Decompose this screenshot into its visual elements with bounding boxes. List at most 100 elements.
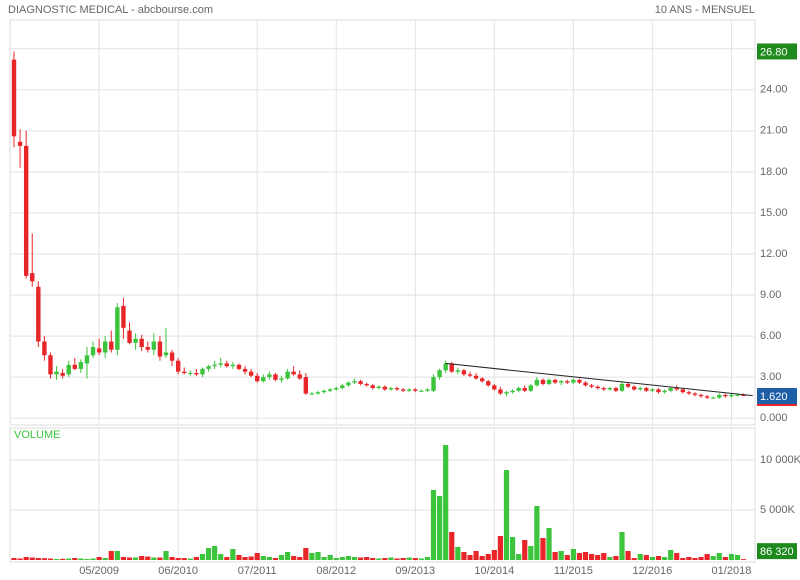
volume-bar [29, 557, 35, 560]
candle-body [644, 388, 649, 391]
volume-bar [382, 558, 388, 560]
volume-bar [260, 556, 266, 560]
volume-bar [224, 557, 230, 560]
candle-body [327, 389, 333, 391]
candle-body [261, 377, 266, 382]
volume-bar [552, 552, 558, 560]
candle-body [90, 347, 96, 356]
volume-bar [175, 558, 181, 560]
candle-body [552, 379, 558, 383]
volume-bar [637, 554, 643, 560]
volume-bar [722, 557, 728, 560]
volume-bar [437, 496, 443, 560]
candle-body [419, 390, 424, 392]
candle-body [437, 370, 442, 378]
volume-bar [716, 553, 722, 560]
candle-body [704, 396, 710, 398]
volume-bar [649, 557, 655, 560]
candle-body [60, 373, 65, 376]
volume-bar [41, 558, 47, 560]
volume-bar [248, 556, 254, 560]
candle-body [486, 381, 491, 386]
candle-body [121, 305, 126, 328]
candle-body [218, 363, 223, 365]
volume-bar [686, 557, 692, 560]
volume-bar [309, 553, 315, 560]
candle-body [358, 381, 363, 384]
candle-body [133, 338, 138, 343]
candle-body [504, 392, 509, 394]
volume-bar [655, 556, 662, 560]
candle-body [449, 363, 454, 372]
x-tick-label: 09/2013 [395, 565, 435, 577]
volume-bar [53, 559, 60, 560]
volume-bar [199, 554, 206, 560]
price-panel [9, 19, 756, 426]
volume-bar [108, 551, 114, 560]
volume-bar [576, 553, 583, 560]
volume-bar [467, 555, 473, 560]
x-tick-label: 01/2018 [712, 565, 752, 577]
volume-bar [187, 558, 193, 560]
volume-bar [193, 557, 199, 560]
candle-body [498, 389, 503, 394]
candle-body [479, 378, 485, 382]
candle-body [279, 378, 284, 380]
candle-body [163, 352, 169, 356]
volume-bar [449, 532, 455, 560]
candle-body [334, 388, 339, 390]
volume-bar [254, 553, 260, 560]
volume-bar [668, 550, 674, 560]
y-tick-label: 0.000 [760, 412, 788, 424]
y-tick-label: 12.00 [760, 248, 788, 260]
candle-body [674, 388, 679, 390]
volume-bar [589, 554, 595, 560]
candle-body [382, 386, 388, 390]
volume-bar [400, 558, 406, 560]
high-label-box [757, 43, 797, 60]
volume-bar [90, 558, 96, 560]
volume-bar [23, 557, 29, 560]
y-tick-label: 21.00 [760, 125, 788, 137]
volume-bar [601, 553, 607, 560]
candle-body [668, 388, 673, 391]
volume-bar [272, 558, 279, 560]
volume-bar [570, 549, 576, 560]
candle-body [54, 371, 59, 375]
volume-bar [78, 558, 84, 560]
candle-body [370, 385, 375, 389]
volume-bar [643, 555, 649, 560]
volume-bar [321, 557, 327, 560]
volume-bar [455, 547, 461, 560]
candle-body [656, 389, 661, 393]
volume-bar [503, 470, 510, 560]
candle-body [607, 388, 613, 390]
candle-body [200, 368, 205, 375]
volume-bar [139, 556, 145, 560]
candle-body [413, 389, 418, 391]
volume-bar [418, 558, 424, 560]
candle-body [194, 373, 199, 375]
candle-body [583, 382, 588, 386]
candle-body [516, 388, 521, 391]
volume-bar [66, 558, 72, 560]
volume-bar [491, 550, 497, 560]
candle-body [255, 375, 260, 382]
candle-body [206, 366, 211, 369]
volume-bar [181, 558, 187, 560]
volume-bar [595, 555, 601, 560]
candle-body [698, 394, 704, 397]
candle-body [17, 141, 23, 146]
volume-bar [509, 537, 516, 560]
volume-bar [151, 557, 157, 560]
candle-body [42, 341, 47, 356]
candle-body [273, 374, 278, 380]
volume-bar [357, 557, 364, 560]
volume-bar [120, 557, 127, 560]
candle-body [619, 383, 625, 391]
x-tick-label: 07/2011 [238, 565, 277, 577]
volume-bar [473, 551, 479, 560]
candle-body [352, 381, 357, 383]
volume-panel [9, 427, 756, 563]
candle-body [36, 286, 41, 342]
